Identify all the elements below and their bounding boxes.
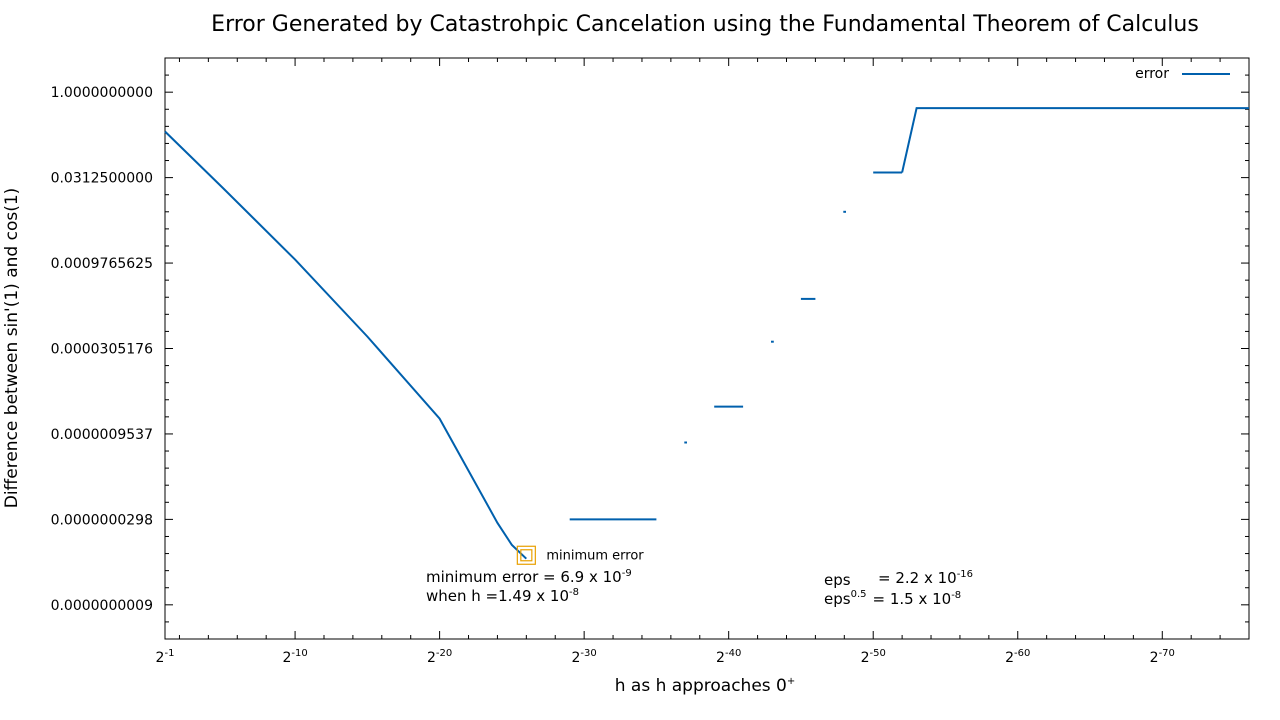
x-tick-label-base: 2 [156,650,165,666]
annotation-when-h-text: when h =1.49 x 10 [426,587,569,605]
x-tick-label-base: 2 [572,650,581,666]
annotation-eps05: eps0.5 = 1.5 x 10-8 [824,589,961,608]
x-tick-label: 2-50 [861,648,886,666]
y-tick-label: 0.0009765625 [51,256,153,272]
x-tick-label-base: 2 [716,650,725,666]
annotation-eps-exp: -16 [957,569,973,580]
y-axis-ticks: 1.0000000000 0.0312500000 0.0009765625 0.00… [51,57,1249,640]
x-axis-label-sup: + [787,676,795,687]
y-tick-label: 0.0000305176 [51,342,154,358]
plot-border [164,57,1250,640]
y-tick-label: 1.0000000000 [51,85,153,101]
x-tick-label-exp: -40 [725,648,741,659]
x-tick-label-base: 2 [1005,650,1014,666]
minimum-error-marker-outer [516,545,536,565]
annotation-when-h-exp: -8 [569,587,579,598]
x-tick-label-exp: -10 [291,648,307,659]
x-tick-label: 2-40 [716,648,741,666]
y-tick-label: 0.0312500000 [51,171,153,187]
x-tick-label-base: 2 [1150,650,1159,666]
chart-title: Error Generated by Catastrohpic Cancelat… [211,12,1199,37]
x-axis-label-text: h as h approaches 0 [615,676,787,696]
legend-label-error: error [1135,66,1169,82]
x-tick-label-exp: -1 [164,648,174,659]
y-tick-label: 0.0000000009 [51,598,153,614]
annotation-eps-value: = 2.2 x 10-16 [878,569,973,587]
x-tick-label: 2-60 [1005,648,1030,666]
series-error [164,107,1249,560]
annotation-minimum-error: minimum error = 6.9 x 10-9 [426,568,632,586]
x-tick-label: 2-10 [282,648,307,666]
annotation-minimum-error-exp: -9 [622,568,632,579]
x-tick-label: 2-30 [572,648,597,666]
x-tick-label-exp: -30 [580,648,596,659]
x-tick-label-base: 2 [861,650,870,666]
x-tick-label-exp: -70 [1159,648,1175,659]
series-line-segment [901,107,1249,173]
annotation-eps: eps [824,571,851,589]
x-tick-label-exp: -20 [436,648,452,659]
x-tick-label-base: 2 [282,650,291,666]
y-tick-label: 0.0000000298 [51,512,153,528]
x-tick-label: 2-20 [427,648,452,666]
x-axis-label: h as h approaches 0+ [615,676,796,696]
y-axis-label: Difference between sin'(1) and cos(1) [2,188,22,509]
annotation-eps05-sup: 0.5 [851,589,867,600]
annotation-minimum-error-text: minimum error = 6.9 x 10 [426,568,622,586]
x-axis-ticks: 2-1 2-10 2-20 2-30 2-40 2-50 2-60 2-70 [156,58,1250,666]
series-line-segment [164,130,527,560]
x-tick-label-exp: -60 [1014,648,1030,659]
annotation-eps05-exp: -8 [951,590,961,601]
minimum-error-marker-inner [520,549,533,562]
x-tick-label-base: 2 [427,650,436,666]
x-tick-label: 2-70 [1150,648,1175,666]
annotation-eps05-value: = 1.5 x 10 [872,590,951,608]
annotation-eps-word: eps [824,571,851,589]
annotation-when-h: when h =1.49 x 10-8 [426,587,579,605]
annotation-eps-value-text: = 2.2 x 10 [878,569,957,587]
legend: error [1135,66,1230,82]
minimum-error-marker [516,545,536,565]
x-tick-label: 2-1 [156,648,175,666]
x-tick-label-exp: -50 [870,648,886,659]
annotation-eps05-word: eps [824,590,851,608]
y-tick-label: 0.0000009537 [51,427,153,443]
minimum-error-label: minimum error [546,548,644,563]
